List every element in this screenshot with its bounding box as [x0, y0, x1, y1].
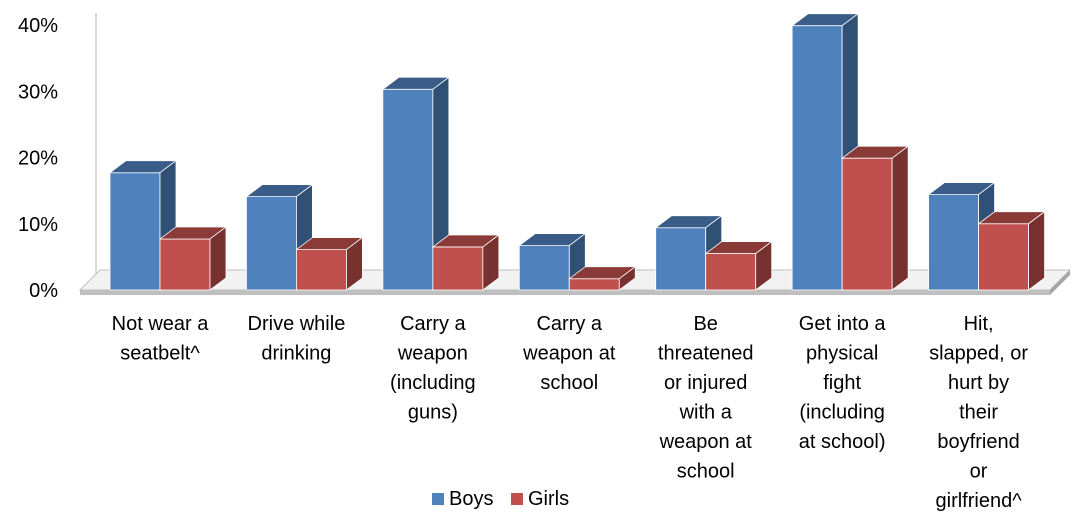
- bar-girls-1: [158, 226, 228, 291]
- bar-girls-5: [704, 240, 773, 291]
- y-tick-label: 10%: [18, 214, 58, 236]
- category-label-2: Drive while drinking: [248, 313, 346, 365]
- bar-girls-7: [977, 210, 1046, 291]
- legend-label: Girls: [528, 488, 569, 510]
- y-tick-label: 30%: [18, 81, 58, 103]
- category-label-7: Hit, slapped, or hurt by their boyfriend or gi…: [929, 313, 1028, 512]
- legend-item-boys: Boys: [432, 488, 493, 510]
- chart-floor-side: [1050, 270, 1070, 295]
- legend-label: Boys: [449, 488, 493, 510]
- legend-item-girls: Girls: [511, 488, 569, 510]
- y-tick-label: 20%: [18, 148, 58, 170]
- bar-girls-2: [295, 236, 364, 291]
- category-label-6: Get into a physical fight (including at scho…: [799, 313, 887, 453]
- y-tick-label: 40%: [18, 15, 58, 37]
- legend-swatch: [432, 493, 444, 505]
- category-label-1: Not wear a seatbelt^: [112, 313, 210, 365]
- bar-girls-3: [431, 234, 501, 291]
- bar-girls-6: [840, 145, 910, 291]
- bar-girls-4: [568, 265, 637, 291]
- y-tick-label: 0%: [29, 280, 58, 302]
- category-label-4: Carry a weapon at school: [522, 313, 616, 394]
- chart-floor-edge: [80, 290, 1050, 295]
- legend-swatch: [511, 493, 523, 505]
- category-label-3: Carry a weapon (including guns): [390, 313, 476, 424]
- category-label-5: Be threatened or injured with a weapon at sch…: [658, 313, 754, 483]
